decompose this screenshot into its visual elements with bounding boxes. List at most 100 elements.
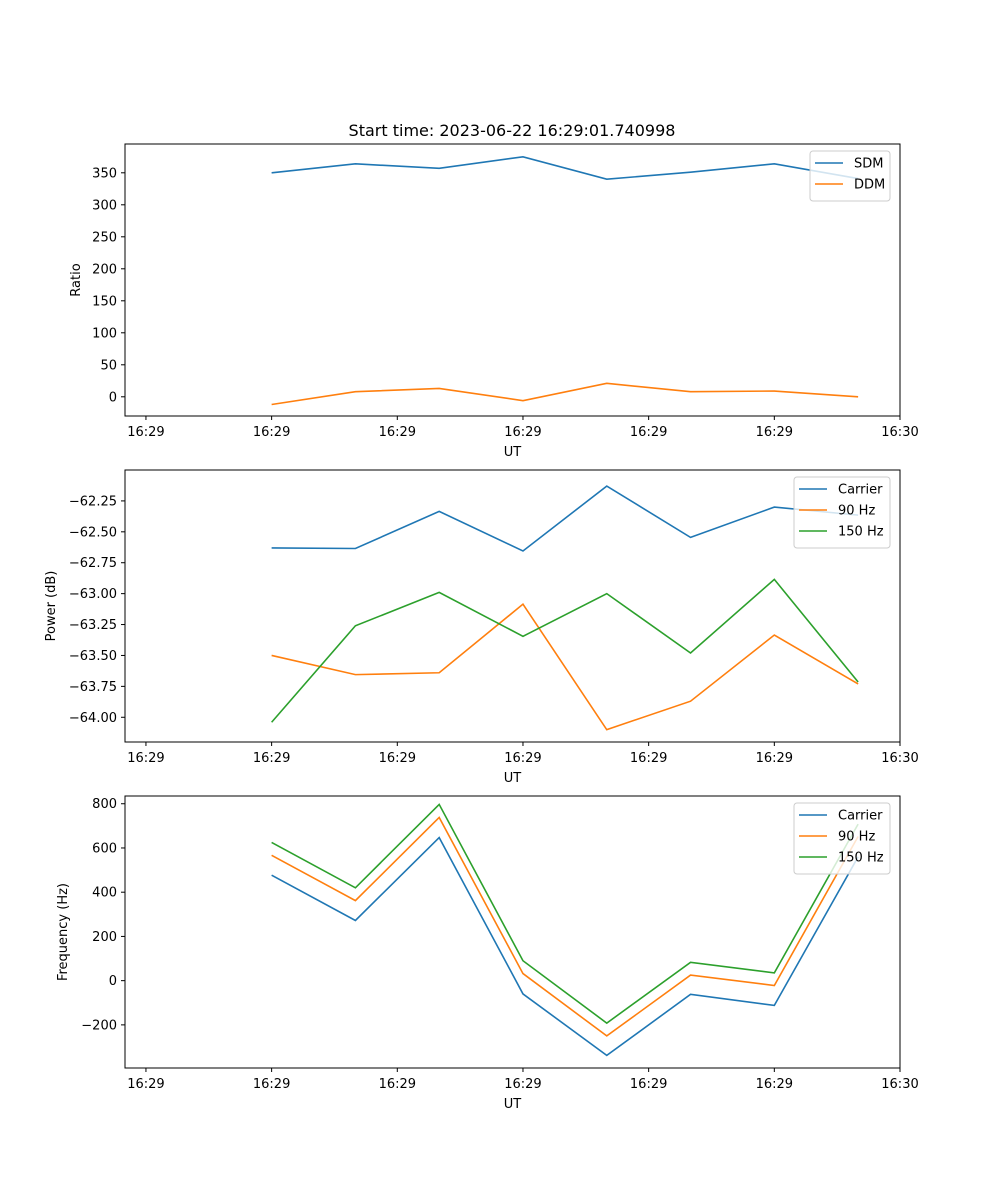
data-point bbox=[856, 680, 861, 685]
data-point bbox=[604, 727, 609, 732]
y-axis-label: Power (dB) bbox=[44, 571, 59, 642]
data-point bbox=[688, 960, 693, 965]
chart-panel-2: 16:29 16:29 16:29 16:29 16:29 16:29 16:30 UT −64… bbox=[44, 469, 919, 786]
data-point bbox=[688, 389, 693, 394]
series-line-sdm bbox=[271, 155, 859, 181]
x-tick-label: 16:29 bbox=[379, 1077, 416, 1092]
plot-frame bbox=[124, 795, 901, 1069]
x-tick-label: 16:30 bbox=[881, 751, 918, 766]
x-tick-label: 16:29 bbox=[756, 425, 793, 440]
legend-label: 90 Hz bbox=[838, 830, 875, 845]
data-point bbox=[269, 545, 274, 550]
series-line-ddm bbox=[271, 382, 859, 406]
data-point bbox=[353, 898, 358, 903]
data-point bbox=[604, 1053, 609, 1058]
data-point bbox=[520, 634, 525, 639]
data-point bbox=[437, 815, 442, 820]
y-axis-label: Frequency (Hz) bbox=[56, 883, 71, 981]
y-tick-label: −63.50 bbox=[69, 649, 117, 664]
data-point bbox=[437, 802, 442, 807]
x-tick-label: 16:29 bbox=[504, 425, 541, 440]
legend-label: 150 Hz bbox=[838, 851, 884, 866]
data-point bbox=[353, 623, 358, 628]
series-line-90-hz bbox=[271, 816, 859, 1037]
y-tick-label: −63.25 bbox=[69, 618, 117, 633]
y-tick-label: −64.00 bbox=[69, 711, 117, 726]
x-tick-label: 16:29 bbox=[630, 425, 667, 440]
x-tick-label: 16:29 bbox=[630, 751, 667, 766]
data-point bbox=[353, 161, 358, 166]
y-tick-label: 250 bbox=[92, 230, 117, 245]
y-tick-label: 150 bbox=[92, 294, 117, 309]
data-point bbox=[688, 650, 693, 655]
data-point bbox=[604, 484, 609, 489]
y-tick-label: −62.25 bbox=[69, 494, 117, 509]
data-point bbox=[520, 602, 525, 607]
x-tick-label: 16:29 bbox=[756, 1077, 793, 1092]
data-point bbox=[437, 509, 442, 514]
data-point bbox=[269, 873, 274, 878]
data-point bbox=[772, 389, 777, 394]
y-tick-label: −200 bbox=[81, 1018, 117, 1033]
legend-label: 90 Hz bbox=[838, 504, 875, 519]
data-point bbox=[520, 548, 525, 553]
data-point bbox=[269, 170, 274, 175]
data-point bbox=[437, 835, 442, 840]
data-point bbox=[437, 670, 442, 675]
data-point bbox=[269, 402, 274, 407]
data-point bbox=[688, 535, 693, 540]
legend: Carrier 90 Hz 150 Hz bbox=[793, 802, 891, 875]
legend-label: DDM bbox=[854, 178, 885, 193]
y-tick-label: 200 bbox=[92, 262, 117, 277]
series-line-150-hz bbox=[271, 803, 859, 1025]
data-point bbox=[688, 992, 693, 997]
chart-panel-3: 16:29 16:29 16:29 16:29 16:29 16:29 16:30 UT −20… bbox=[56, 795, 919, 1112]
data-point bbox=[437, 386, 442, 391]
y-tick-label: 300 bbox=[92, 198, 117, 213]
data-point bbox=[520, 971, 525, 976]
y-tick-label: 200 bbox=[92, 930, 117, 945]
data-point bbox=[772, 633, 777, 638]
x-tick-label: 16:29 bbox=[756, 751, 793, 766]
data-point bbox=[269, 853, 274, 858]
y-tick-label: 0 bbox=[109, 390, 117, 405]
data-point bbox=[688, 170, 693, 175]
plot-frame bbox=[124, 469, 901, 743]
data-point bbox=[520, 398, 525, 403]
figure-title: Start time: 2023-06-22 16:29:01.740998 bbox=[349, 121, 676, 140]
legend-label: SDM bbox=[854, 157, 883, 172]
x-tick-label: 16:29 bbox=[504, 751, 541, 766]
y-tick-label: 0 bbox=[109, 974, 117, 989]
y-tick-label: 50 bbox=[100, 358, 117, 373]
y-tick-label: 600 bbox=[92, 841, 117, 856]
data-point bbox=[772, 577, 777, 582]
data-point bbox=[269, 720, 274, 725]
x-axis-label: UT bbox=[504, 1097, 522, 1112]
y-axis-label: Ratio bbox=[69, 263, 84, 296]
y-tick-label: −62.50 bbox=[69, 525, 117, 540]
data-point bbox=[353, 885, 358, 890]
data-point bbox=[353, 389, 358, 394]
x-tick-label: 16:29 bbox=[253, 751, 290, 766]
data-point bbox=[520, 154, 525, 159]
legend-label: Carrier bbox=[838, 809, 883, 824]
data-point bbox=[688, 699, 693, 704]
series-line-carrier bbox=[271, 485, 859, 552]
x-tick-label: 16:30 bbox=[881, 1077, 918, 1092]
x-tick-label: 16:29 bbox=[253, 1077, 290, 1092]
data-point bbox=[269, 653, 274, 658]
x-axis-label: UT bbox=[504, 771, 522, 786]
x-tick-label: 16:30 bbox=[881, 425, 918, 440]
data-point bbox=[772, 161, 777, 166]
plot-frame bbox=[124, 143, 901, 417]
data-point bbox=[604, 381, 609, 386]
data-point bbox=[353, 672, 358, 677]
data-point bbox=[353, 546, 358, 551]
data-point bbox=[772, 970, 777, 975]
data-point bbox=[688, 973, 693, 978]
chart-panel-1: 16:29 16:29 16:29 16:29 16:29 16:29 16:30 UT 0 50… bbox=[69, 143, 919, 460]
data-point bbox=[604, 591, 609, 596]
legend: SDM DDM bbox=[809, 150, 891, 202]
y-tick-label: −63.75 bbox=[69, 680, 117, 695]
data-point bbox=[520, 958, 525, 963]
